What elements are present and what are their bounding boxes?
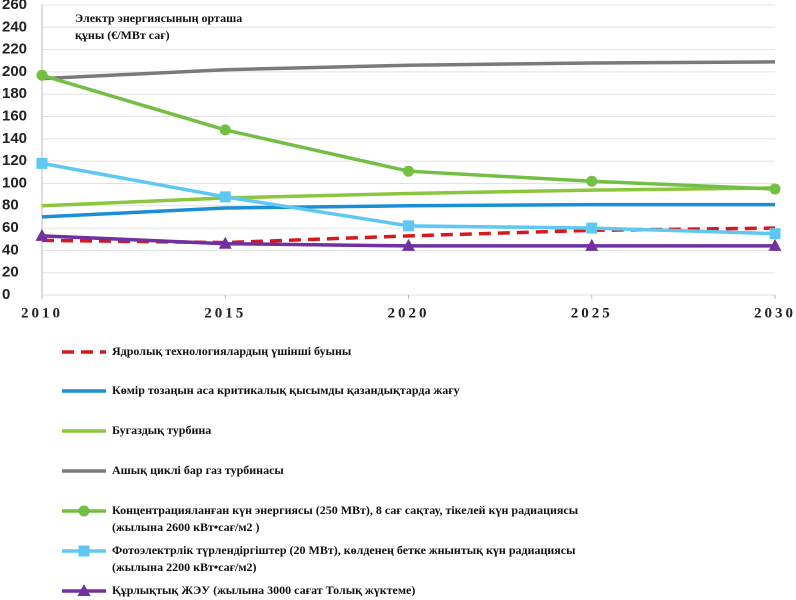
chart-title: Электр энергиясының орташа құны (€/МВт с…	[75, 11, 243, 42]
y-tick-label: 0	[2, 286, 10, 303]
y-tick-label: 240	[2, 18, 27, 35]
marker	[219, 124, 231, 136]
marker	[585, 238, 599, 251]
y-tick-label: 180	[2, 85, 27, 102]
marker	[586, 175, 598, 187]
marker	[78, 505, 90, 517]
x-tick-label: 2030	[754, 305, 796, 321]
legend-label: Концентрацияланған күн энергиясы (250 МВ…	[112, 503, 579, 534]
marker	[35, 228, 49, 241]
y-tick-label: 140	[2, 130, 27, 147]
legend-label: Фотоэлектрлік түрлендіргіштер (20 МВт), …	[112, 543, 576, 574]
y-tick-label: 200	[2, 63, 27, 80]
marker	[402, 238, 415, 251]
x-tick-label: 2025	[571, 305, 613, 321]
x-tick-label: 2015	[204, 305, 246, 321]
y-tick-label: 120	[2, 152, 27, 169]
marker	[218, 236, 232, 249]
y-tick-label: 260	[2, 0, 27, 13]
marker	[219, 191, 231, 203]
marker	[77, 584, 91, 596]
y-tick-label: 20	[2, 264, 19, 281]
legend-label: Құрлықтық ЖЭУ (жылына 3000 сағат Толық ж…	[112, 583, 416, 597]
y-tick-label: 220	[2, 41, 27, 58]
marker	[769, 183, 781, 195]
marker	[403, 165, 414, 177]
legend-label: Көмір тозаңын аса критикалық қысымды қаз…	[112, 383, 460, 397]
y-tick-label: 160	[2, 108, 27, 125]
y-tick-label: 60	[2, 219, 19, 236]
x-tick-label: 2020	[388, 305, 430, 321]
series-line	[41, 186, 776, 208]
marker	[36, 157, 48, 169]
marker	[586, 222, 598, 234]
series-line	[41, 202, 775, 219]
y-tick-label: 100	[2, 174, 27, 191]
marker	[78, 545, 90, 557]
marker	[403, 220, 414, 232]
marker	[768, 238, 782, 251]
y-tick-label: 40	[2, 241, 19, 258]
legend-label: Бугаздық турбина	[112, 423, 212, 437]
legend-label: Ашық циклі бар газ турбинасы	[112, 463, 284, 477]
y-tick-label: 80	[2, 197, 19, 214]
legend-label: Ядролық технологиялардың үшінші буыны	[112, 344, 352, 358]
series-line	[41, 60, 776, 81]
marker	[36, 69, 48, 81]
marker	[769, 228, 781, 240]
x-tick-label: 2010	[21, 305, 63, 321]
